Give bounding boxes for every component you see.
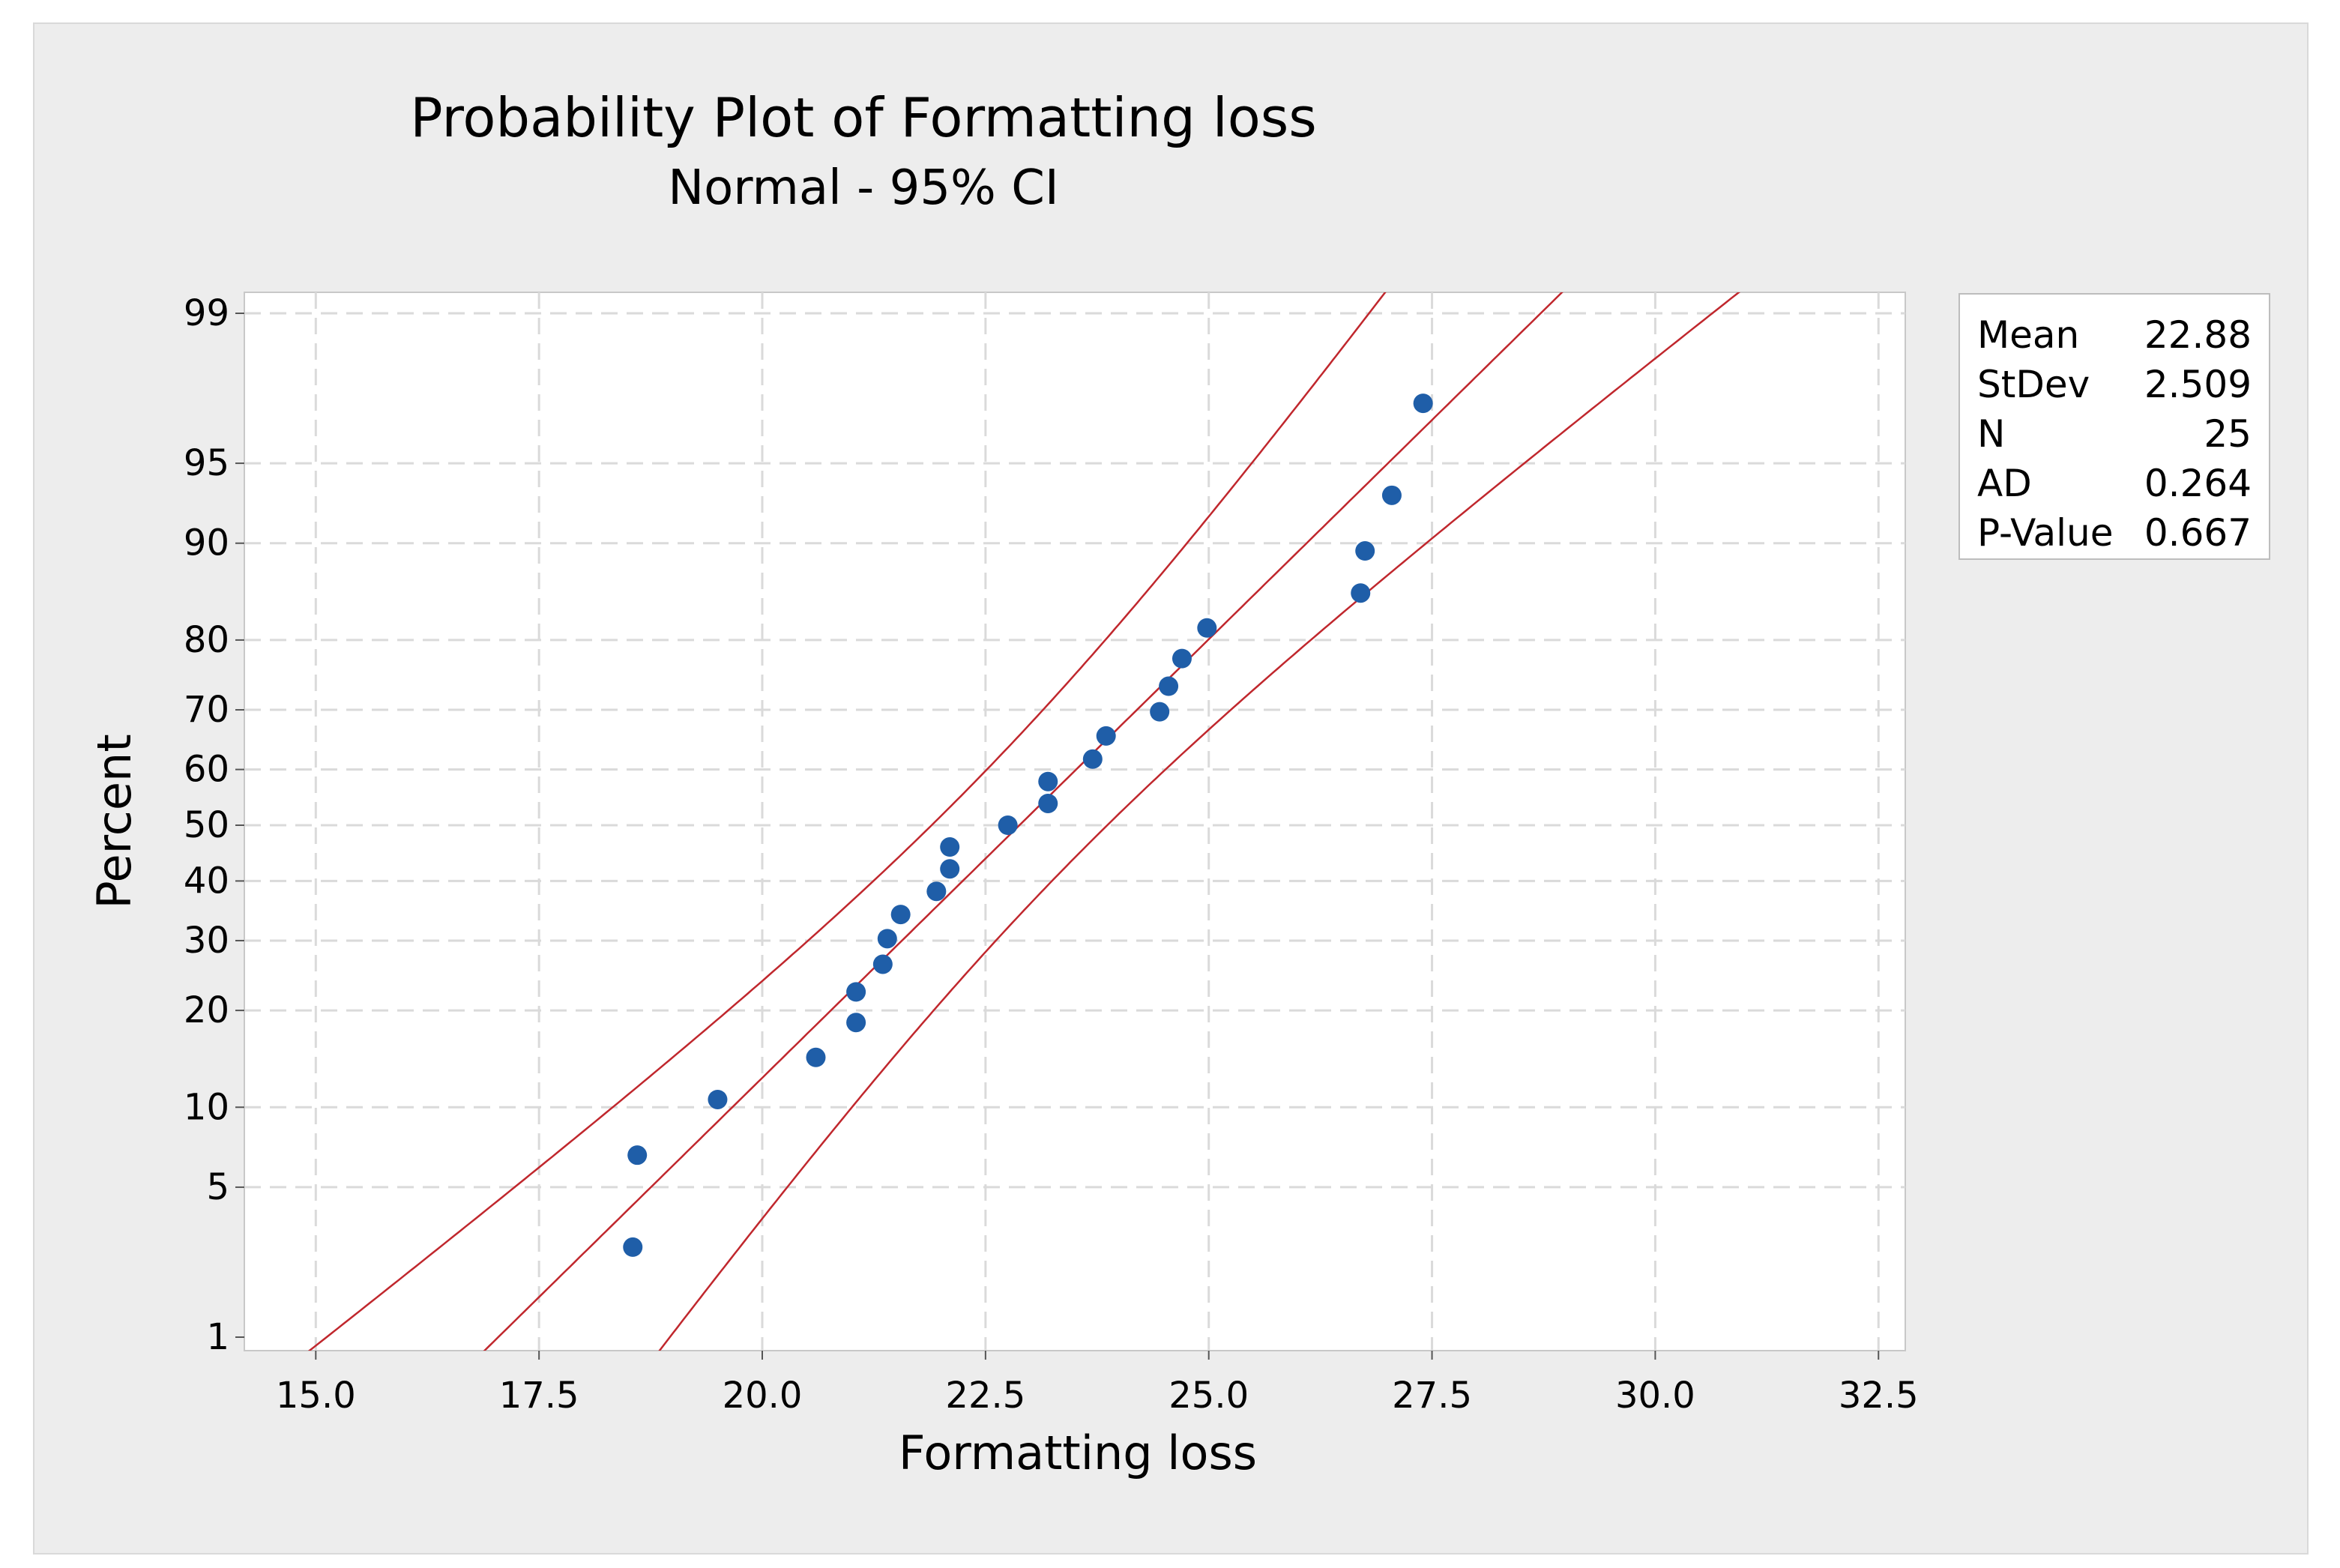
data-point	[1082, 749, 1103, 769]
ci-lower-bound-line	[658, 292, 1741, 1351]
probability-plot: Probability Plot of Formatting loss Norm…	[87, 86, 2270, 1480]
legend-stat-label: StDev	[1977, 363, 2090, 406]
data-point	[1159, 676, 1179, 696]
data-point	[1413, 393, 1433, 414]
y-tick-label: 5	[206, 1166, 229, 1208]
legend-stat-value: 25	[2204, 412, 2252, 456]
data-point	[1038, 793, 1058, 813]
y-tick-label: 60	[184, 749, 229, 791]
stats-legend: Mean 22.88 StDev 2.509 N 25 AD 0.264 P-Value 0.66…	[1958, 293, 2270, 560]
x-tick-label: 17.5	[499, 1375, 579, 1417]
y-axis-label: Percent	[87, 734, 142, 908]
data-point	[1197, 618, 1217, 638]
y-tick-label: 30	[184, 920, 229, 962]
data-point	[890, 905, 911, 925]
y-axis-ticks: 1 5 10 20 30 40 50 60 70 80 90 95 99	[184, 292, 244, 1358]
data-point	[1351, 583, 1371, 603]
fit-line	[483, 292, 1563, 1351]
data-point	[1096, 726, 1116, 746]
data-point	[940, 859, 960, 879]
y-tick-label: 99	[184, 292, 229, 334]
data-point	[926, 881, 947, 902]
x-axis-ticks: 15.0 17.5 20.0 22.5 25.0 27.5 30.0 32.5	[276, 1351, 1919, 1417]
legend-stat-label: Mean	[1977, 313, 2079, 357]
ci-upper-bound-line	[307, 292, 1387, 1351]
data-point	[627, 1145, 648, 1166]
legend-stat-label: AD	[1977, 462, 2032, 505]
data-point	[998, 815, 1018, 835]
data-point	[877, 929, 897, 949]
data-point	[846, 982, 866, 1002]
data-point	[940, 837, 960, 857]
x-tick-label: 30.0	[1615, 1375, 1695, 1417]
x-tick-label: 22.5	[945, 1375, 1025, 1417]
y-tick-label: 1	[206, 1316, 229, 1358]
y-tick-label: 70	[184, 689, 229, 731]
legend-stat-label: P-Value	[1977, 511, 2113, 555]
x-tick-label: 25.0	[1169, 1375, 1249, 1417]
fit-and-ci-lines	[307, 292, 1741, 1351]
y-tick-label: 20	[184, 989, 229, 1031]
data-point	[1355, 541, 1375, 561]
legend-stat-value: 22.88	[2144, 313, 2252, 357]
chart-title: Probability Plot of Formatting loss	[410, 86, 1317, 149]
x-tick-label: 32.5	[1839, 1375, 1919, 1417]
chart-subtitle: Normal - 95% CI	[668, 160, 1059, 216]
y-tick-label: 95	[184, 442, 229, 484]
x-tick-label: 20.0	[723, 1375, 803, 1417]
data-points	[623, 393, 1433, 1257]
plot-area	[244, 292, 1906, 1351]
data-point	[1038, 771, 1058, 791]
legend-stat-label: N	[1977, 412, 2005, 456]
data-point	[1171, 648, 1192, 669]
data-point	[708, 1089, 728, 1109]
y-tick-label: 80	[184, 619, 229, 661]
legend-stat-value: 0.667	[2144, 511, 2252, 555]
legend-box	[1958, 293, 2270, 560]
data-point	[846, 1013, 866, 1033]
y-tick-label: 50	[184, 804, 229, 846]
x-tick-label: 27.5	[1392, 1375, 1472, 1417]
grid-lines	[244, 292, 1905, 1351]
data-point	[806, 1047, 826, 1067]
x-axis-label: Formatting loss	[899, 1426, 1257, 1480]
data-point	[1150, 702, 1170, 722]
y-tick-label: 10	[184, 1086, 229, 1128]
y-tick-label: 90	[184, 522, 229, 564]
y-tick-label: 40	[184, 860, 229, 902]
data-point	[872, 954, 893, 974]
data-point	[1381, 485, 1402, 505]
legend-stat-value: 2.509	[2144, 363, 2252, 406]
x-tick-label: 15.0	[276, 1375, 356, 1417]
chart-figure: Probability Plot of Formatting loss Norm…	[33, 22, 2309, 1555]
legend-stat-value: 0.264	[2144, 462, 2252, 505]
data-point	[623, 1237, 643, 1257]
